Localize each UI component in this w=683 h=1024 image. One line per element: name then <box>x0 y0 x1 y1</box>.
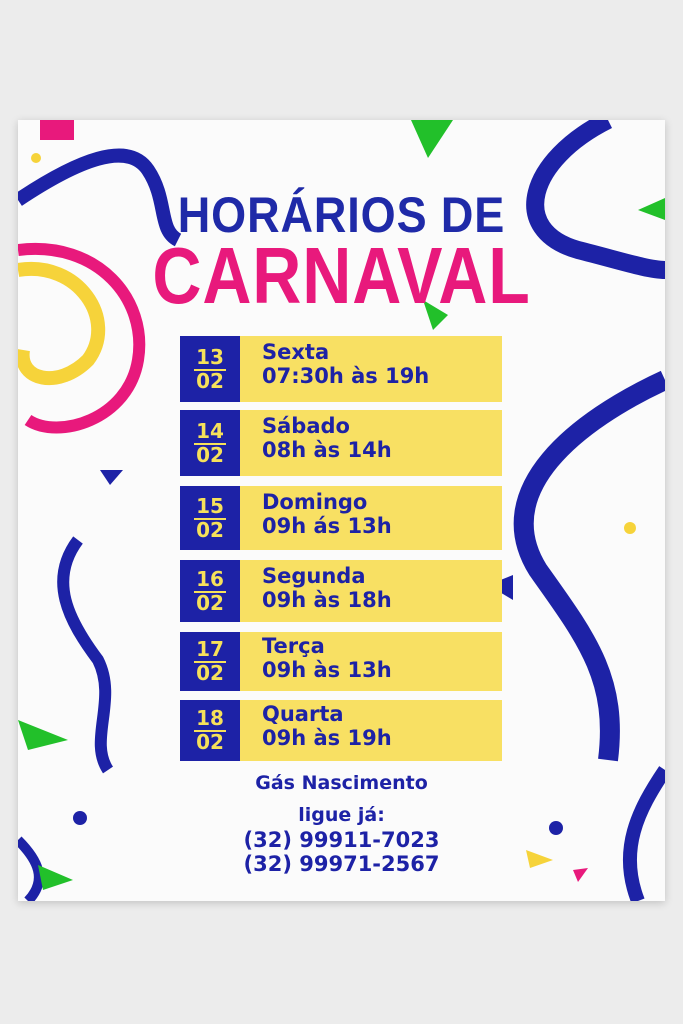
schedule-row: 18 02 Quarta 09h às 19h <box>180 700 502 761</box>
day: 13 <box>194 344 226 371</box>
month: 02 <box>196 368 224 393</box>
day: 17 <box>194 637 226 663</box>
weekday: Quarta <box>262 702 344 726</box>
schedule-row: 16 02 Segunda 09h às 18h <box>180 560 502 622</box>
carnival-poster: HORÁRIOS DE CARNAVAL 13 02 Sexta 07:30h às… <box>18 120 665 901</box>
schedule-row: 15 02 Domingo 09h ás 13h <box>180 486 502 550</box>
month: 02 <box>196 730 224 754</box>
month: 02 <box>196 590 224 615</box>
day: 15 <box>194 493 226 520</box>
business-name: Gás Nascimento <box>255 772 428 794</box>
date-badge: 14 02 <box>180 410 240 476</box>
weekday: Sábado <box>262 414 350 438</box>
weekday: Sexta <box>262 340 330 364</box>
hours: 08h às 14h <box>262 438 392 463</box>
title-line-1: HORÁRIOS DE <box>177 187 506 243</box>
phone-2: (32) 99971-2567 <box>243 852 440 876</box>
date-badge: 16 02 <box>180 560 240 622</box>
hours: 09h às 13h <box>262 658 392 683</box>
weekday: Terça <box>262 634 325 658</box>
month: 02 <box>196 442 224 467</box>
title-line-2: CARNAVAL <box>152 231 531 320</box>
call-to-action: ligue já: <box>298 804 385 826</box>
weekday: Segunda <box>262 564 366 588</box>
day: 18 <box>194 706 226 732</box>
hours: 09h às 19h <box>262 726 392 751</box>
month: 02 <box>196 517 224 542</box>
confetti-ribbons-decoration <box>18 120 665 901</box>
date-badge: 18 02 <box>180 700 240 761</box>
date-badge: 15 02 <box>180 486 240 550</box>
date-badge: 17 02 <box>180 632 240 691</box>
schedule-row: 13 02 Sexta 07:30h às 19h <box>180 336 502 402</box>
month: 02 <box>196 661 224 685</box>
phone-1: (32) 99911-7023 <box>243 828 440 852</box>
schedule-row: 17 02 Terça 09h às 13h <box>180 632 502 691</box>
hours: 09h às 18h <box>262 588 392 613</box>
hours: 07:30h às 19h <box>262 364 430 389</box>
day: 16 <box>194 566 226 593</box>
schedule-row: 14 02 Sábado 08h às 14h <box>180 410 502 476</box>
day: 14 <box>194 418 226 445</box>
date-badge: 13 02 <box>180 336 240 402</box>
hours: 09h ás 13h <box>262 514 392 539</box>
weekday: Domingo <box>262 490 368 514</box>
